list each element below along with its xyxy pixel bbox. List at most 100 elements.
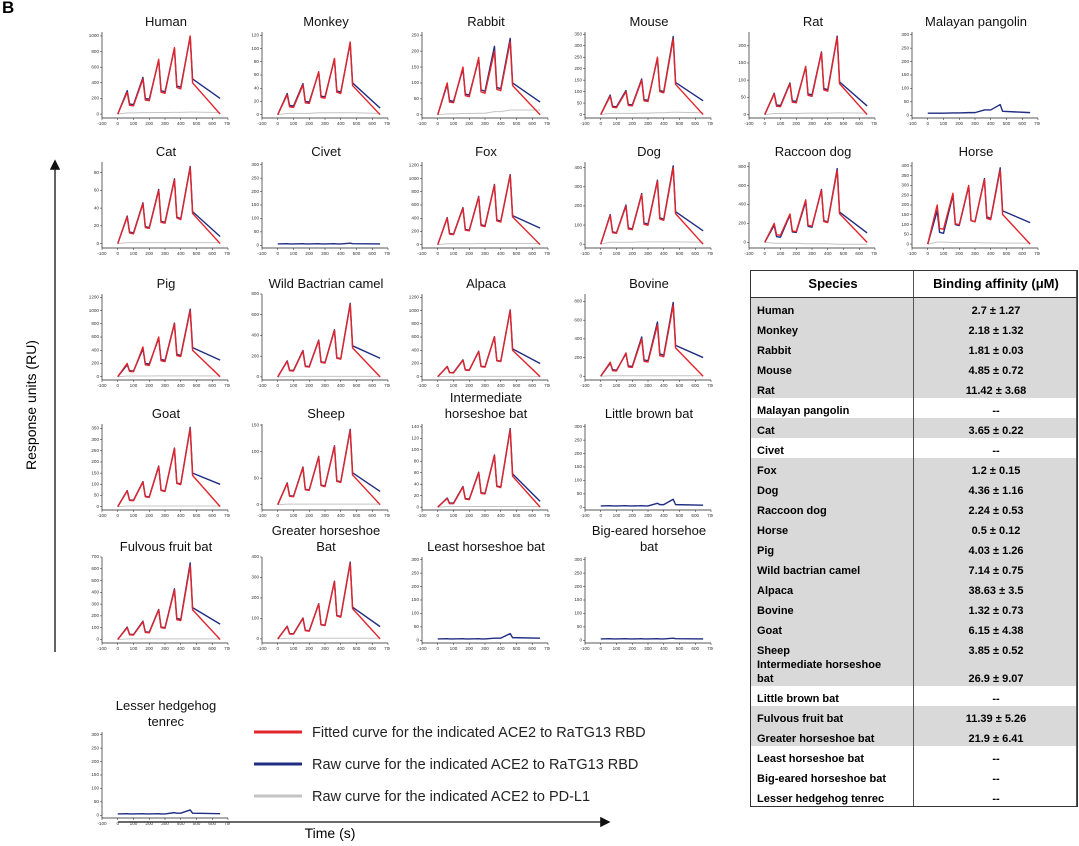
panel-title: Raccoon dog <box>774 144 852 159</box>
x-tick-label: 400 <box>497 513 505 518</box>
species-cell: Lesser hedgehog tenrec <box>751 786 914 806</box>
y-tick-label: 0 <box>416 112 419 117</box>
legend-label: Raw curve for the indicated ACE2 to PD-L… <box>312 789 590 805</box>
x-tick-label: -100 <box>97 121 107 126</box>
y-tick-label: 800 <box>574 299 582 304</box>
x-tick-label: 200 <box>792 251 800 256</box>
table-row: Rabbit 1.81 ± 0.03 <box>751 338 1077 358</box>
x-tick-label: 200 <box>305 251 313 256</box>
x-tick-label: 200 <box>628 513 636 518</box>
y-tick-label: 200 <box>738 43 746 48</box>
y-tick-label: 50 <box>904 99 910 104</box>
panel-title: Lesser hedgehog tenrec <box>115 698 217 729</box>
table-row: Rat 11.42 ± 3.68 <box>751 378 1077 398</box>
y-tick-label: 140 <box>411 424 419 429</box>
x-tick-label: 400 <box>337 646 345 651</box>
species-cell: Pig <box>751 538 914 558</box>
y-tick-label: 350 <box>91 426 99 431</box>
panel-title: Monkey <box>303 14 349 29</box>
y-tick-label: 200 <box>574 355 582 360</box>
y-tick-label: 150 <box>91 470 99 475</box>
y-tick-label: 150 <box>738 60 746 65</box>
x-tick-label: 600 <box>208 821 216 826</box>
panel-title: Greater horseshoe Bat <box>271 523 381 554</box>
x-tick-label: 400 <box>177 513 185 518</box>
x-tick-label: 200 <box>145 821 153 826</box>
x-tick-label: -100 <box>97 646 107 651</box>
series-line <box>600 637 704 640</box>
x-tick-label: -100 <box>257 383 267 388</box>
y-tick-label: 0 <box>416 374 419 379</box>
x-tick-label: -100 <box>744 121 754 126</box>
panel-title: Intermediate horseshoe bat <box>444 390 528 421</box>
x-tick-label: 500 <box>513 383 521 388</box>
species-cell: Greater horseshoe bat <box>751 726 914 746</box>
y-tick-label: 800 <box>251 291 259 296</box>
y-tick-label: 150 <box>251 422 259 427</box>
x-tick-label: 500 <box>353 383 361 388</box>
x-tick-label: 300 <box>481 383 489 388</box>
affinity-table-box: Species Binding affinity (μM) Human 2.7 ±… <box>750 270 1078 807</box>
x-tick-label: 400 <box>660 121 668 126</box>
table-row: Human 2.7 ± 1.27 <box>751 297 1077 318</box>
x-tick-label: 500 <box>353 121 361 126</box>
y-tick-label: 300 <box>574 557 582 562</box>
x-tick-label: 700 <box>1034 121 1040 126</box>
panel-title: Mouse <box>629 14 669 29</box>
x-tick-label: 0 <box>599 251 602 256</box>
y-tick-label: 250 <box>411 570 419 575</box>
y-tick-label: 200 <box>574 66 582 71</box>
y-tick-label: 100 <box>574 222 582 227</box>
x-tick-label: 200 <box>628 383 636 388</box>
x-tick-label: 600 <box>208 121 216 126</box>
y-tick-label: 250 <box>574 437 582 442</box>
x-tick-label: 600 <box>691 383 699 388</box>
y-tick-label: 400 <box>574 336 582 341</box>
x-axis-label: Time (s) <box>305 825 356 841</box>
affinity-cell: 11.39 ± 5.26 <box>913 706 1077 726</box>
x-tick-label: -100 <box>417 251 427 256</box>
x-tick-label: 500 <box>840 121 848 126</box>
x-tick-label: 100 <box>450 383 458 388</box>
y-tick-label: 100 <box>251 46 259 51</box>
y-tick-label: 200 <box>251 189 259 194</box>
y-tick-label: 100 <box>411 611 419 616</box>
x-tick-label: 100 <box>613 251 621 256</box>
species-cell: Fox <box>751 458 914 478</box>
y-tick-label: 150 <box>251 202 259 207</box>
x-tick-label: 600 <box>528 121 536 126</box>
x-tick-label: 300 <box>321 646 329 651</box>
x-tick-label: -100 <box>257 513 267 518</box>
y-tick-label: 200 <box>411 48 419 53</box>
y-tick-label: 200 <box>411 229 419 234</box>
x-tick-label: 500 <box>840 251 848 256</box>
x-tick-label: 0 <box>116 821 119 826</box>
y-tick-label: 200 <box>901 59 909 64</box>
series-line <box>117 309 221 378</box>
sensorgram: 0 20 40 60 80 100 120 -100 0 100 200 300 400 500 600 70… <box>251 32 390 126</box>
x-tick-label: 400 <box>660 646 668 651</box>
x-tick-label: 200 <box>628 251 636 256</box>
y-tick-label: 100 <box>251 449 259 454</box>
x-tick-label: -100 <box>580 383 590 388</box>
y-tick-label: 0 <box>256 112 259 117</box>
x-tick-label: 0 <box>276 251 279 256</box>
panel-title: Wild Bactrian camel <box>268 276 384 291</box>
y-tick-label: 50 <box>254 229 260 234</box>
sensorgram: 0 200 400 600 800 1000 1200 -100 0 100 200 300 400 50… <box>409 294 550 388</box>
x-tick-label: -100 <box>97 251 107 256</box>
y-tick-label: 40 <box>254 85 260 90</box>
x-tick-label: 100 <box>450 513 458 518</box>
y-tick-label: 400 <box>251 333 259 338</box>
y-tick-label: 1000 <box>89 308 100 313</box>
table-row: Civet -- <box>751 438 1077 458</box>
x-tick-label: 300 <box>481 121 489 126</box>
y-tick-label: 200 <box>574 451 582 456</box>
x-tick-label: 300 <box>481 646 489 651</box>
y-tick-label: 20 <box>94 223 100 228</box>
x-tick-label: 0 <box>599 121 602 126</box>
y-tick-label: 300 <box>411 557 419 562</box>
x-tick-label: 600 <box>855 251 863 256</box>
y-tick-label: 0 <box>256 502 259 507</box>
